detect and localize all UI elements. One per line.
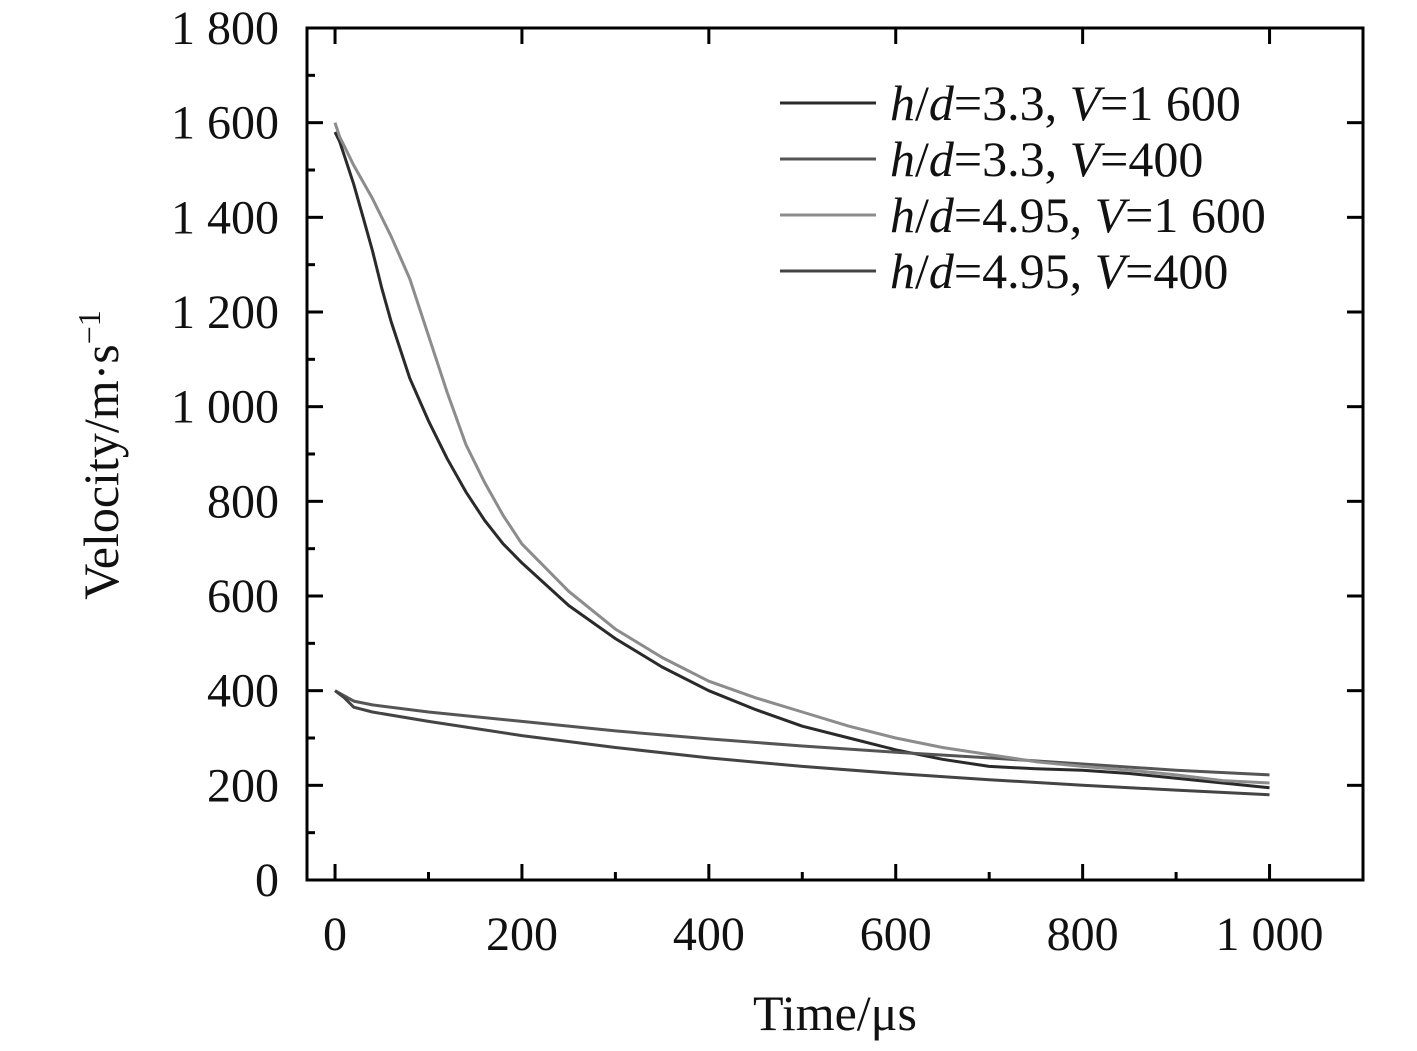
y-tick-label: 1 200 (171, 286, 279, 339)
x-tick-label: 400 (673, 908, 745, 961)
series-line-1 (333, 131, 1270, 790)
plot-frame (305, 26, 1365, 882)
x-tick-label: 0 (323, 908, 347, 961)
y-tick-label: 1 600 (171, 97, 279, 150)
legend-label-4: h/d=4.95, V=400 (890, 243, 1228, 299)
series-line-2 (334, 689, 1270, 777)
legend-label-1: h/d=3.3, V=1 600 (890, 75, 1241, 131)
y-tick-label: 600 (207, 570, 279, 623)
y-tick-label: 400 (207, 665, 279, 718)
y-tick-label: 1 000 (171, 381, 279, 434)
legend-label-2: h/d=3.3, V=400 (890, 131, 1203, 187)
y-axis-title-base: Velocity/m·s (73, 344, 129, 600)
y-axis-title-superscript: −1 (71, 310, 107, 344)
x-tick-label: 800 (1047, 908, 1119, 961)
y-tick-label: 1 400 (171, 191, 279, 244)
y-tick-label: 800 (207, 475, 279, 528)
legend-label-3: h/d=4.95, V=1 600 (890, 187, 1266, 243)
plot-area (333, 122, 1270, 797)
y-axis-title: Velocity/m·s−1 (71, 310, 129, 600)
y-tick-label: 1 800 (171, 2, 279, 55)
y-tick-label: 200 (207, 759, 279, 812)
x-tick-label: 1 000 (1216, 908, 1324, 961)
series-line-4 (334, 689, 1270, 797)
y-tick-label: 0 (255, 854, 279, 907)
x-axis: 0 200 400 600 800 1 000 (323, 28, 1324, 961)
x-tick-label: 600 (860, 908, 932, 961)
x-tick-label: 200 (486, 908, 558, 961)
x-axis-title: Time/μs (753, 985, 917, 1041)
y-axis: 0 200 400 600 800 1 000 1 200 1 400 1 600 1 800 (171, 2, 1363, 907)
series-line-3 (333, 122, 1270, 785)
